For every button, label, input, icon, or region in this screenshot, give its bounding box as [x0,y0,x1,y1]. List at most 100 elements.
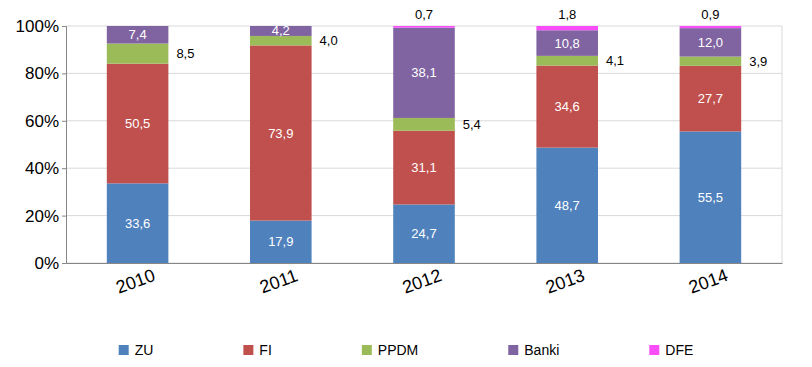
legend-swatch [119,345,129,355]
chart: 33,6 17,9 24,7 48,7 55,5 50,5 73,9 31,1 34,6 27,7… [0,0,812,367]
data-label: 17,9 [268,234,293,249]
axis-line [67,263,783,264]
data-label: 34,6 [555,99,580,114]
tick-label: 80% [25,64,59,83]
bar-segment [107,183,169,263]
tick: 60% [25,112,66,131]
tick-label: 2010 [113,265,157,297]
legend-item: Banki [508,342,559,358]
data-label: 24,7 [411,226,436,241]
bar-segment [536,56,598,66]
tick-mark [62,73,66,74]
tick: 2012 [400,263,444,298]
data-label: 50,5 [125,116,150,131]
legend-item: ZU [119,342,154,358]
bar-segment [536,66,598,148]
legend-item: PPDM [362,342,418,358]
tick: 2013 [543,263,587,298]
legend-label: FI [259,342,271,358]
bar-segment [107,26,169,44]
y-axis: 0% 20% 40% 60% 80% 100% [16,17,67,273]
data-label: 7,4 [129,27,147,42]
tick: 2011 [257,263,300,297]
legend-swatch [243,345,253,355]
bar-segment [250,221,312,263]
tick: 100% [16,17,66,36]
tick-mark [62,263,66,264]
bar-segment [393,131,455,205]
bar-segment [107,44,169,64]
tick-label: 20% [25,207,59,226]
tick: 80% [25,64,66,83]
bar-segment [393,28,455,118]
tick-label: 60% [25,112,59,131]
bar-segment [250,45,312,220]
data-label: 3,9 [749,54,767,69]
data-label: 48,7 [555,198,580,213]
bars [107,26,741,263]
series [107,26,741,118]
data-label: 38,1 [411,65,436,80]
data-label: 33,6 [125,216,150,231]
tick-label: 0% [34,254,59,273]
tick-mark [62,26,66,27]
legend-swatch [649,345,659,355]
data-label: 73,9 [268,126,293,141]
data-label: 8,5 [176,46,194,61]
grid [66,26,782,263]
x-axis: 2010 2011 2012 2013 2014 [67,263,783,298]
bar-segment [393,26,455,28]
legend-label: PPDM [378,342,418,358]
axis-line [62,27,67,264]
tick: 0% [34,254,66,273]
tick-mark [62,216,66,217]
series [107,45,741,220]
tick-label: 40% [25,159,59,178]
data-label: 27,7 [698,91,723,106]
data-label: 1,8 [558,7,576,22]
legend-swatch [362,345,372,355]
tick-label: 2013 [543,265,587,297]
data-label: 0,9 [701,7,719,22]
bar-segment [680,57,742,66]
data-label: 31,1 [411,160,436,175]
legend-item: DFE [649,342,693,358]
bar-segment [680,26,742,28]
series [393,26,741,30]
tick: 2014 [686,263,730,298]
tick-label: 100% [16,17,59,36]
data-label: 0,7 [415,7,433,22]
tick: 40% [25,159,66,178]
data-label: 5,4 [463,117,481,132]
bar-segment [680,131,742,263]
data-label: 4,2 [272,23,290,38]
legend-label: Banki [524,342,559,358]
legend-label: DFE [665,342,693,358]
legend-label: ZU [135,342,154,358]
bar-segment [107,64,169,184]
data-label: 4,1 [606,53,624,68]
legend: ZU FI PPDM Banki DFE [119,342,694,358]
plot: 33,6 17,9 24,7 48,7 55,5 50,5 73,9 31,1 34,6 27,7… [16,7,783,298]
tick: 2010 [113,263,157,298]
bar-segment [393,204,455,263]
legend-item: FI [243,342,271,358]
bar-segment [536,26,598,30]
bar-segment [680,66,742,132]
data-label: 55,5 [698,190,723,205]
tick-label: 2012 [400,265,444,297]
data-labels: 33,6 17,9 24,7 48,7 55,5 50,5 73,9 31,1 34,6 27,7… [125,7,767,250]
legend-swatch [508,345,518,355]
frame [782,26,783,263]
tick-label: 2014 [686,265,730,297]
data-label: 12,0 [698,35,723,50]
tick: 20% [25,207,66,226]
tick-label: 2011 [257,265,300,297]
data-label: 4,0 [320,33,338,48]
bar-segment [536,30,598,56]
tick-mark [62,168,66,169]
bar-segment [393,118,455,131]
bar-segment [680,28,742,56]
series [107,131,741,263]
bar-segment [536,148,598,263]
